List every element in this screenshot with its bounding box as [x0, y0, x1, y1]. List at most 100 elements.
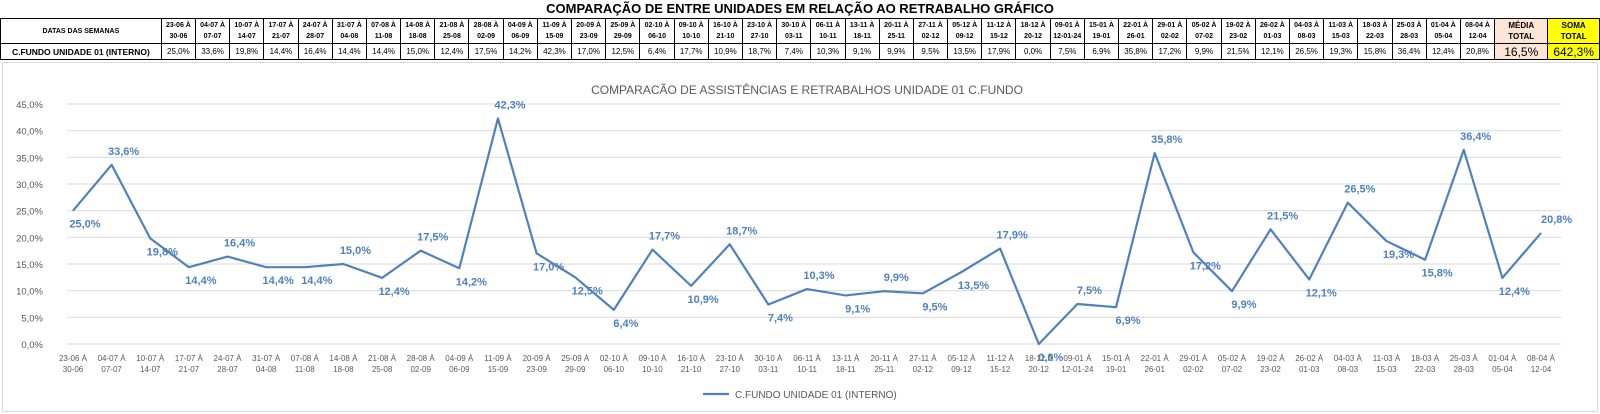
week-header-cell: 28-08 À 02-09 [468, 18, 504, 44]
week-header-cell: 30-10 À 03-11 [776, 18, 812, 44]
x-tick-label: 20-09 À [523, 354, 552, 363]
data-label: 18,7% [726, 225, 757, 237]
week-value-cell: 12,1% [1254, 43, 1290, 60]
data-label: 25,0% [69, 219, 100, 231]
week-header-line: 10-10 [682, 33, 701, 40]
x-tick-label: 11-08 [295, 365, 315, 374]
data-point [497, 117, 499, 119]
soma-total-label-line: SOMA [1561, 21, 1586, 30]
data-label: 9,1% [845, 303, 870, 315]
week-value-cell: 33,6% [194, 43, 231, 60]
week-header-line: 12-01-24 [1053, 33, 1082, 40]
x-tick-label: 23-09 [526, 365, 547, 374]
x-tick-label: 11-03 À [1373, 354, 1401, 363]
week-header-line: 14-07 [237, 33, 256, 40]
week-header-cell: 26-02 À 01-03 [1254, 18, 1290, 44]
week-header-line: 25-03 À [1396, 22, 1422, 29]
x-tick-label: 08-03 [1338, 365, 1359, 374]
week-header-cell: 14-08 À 18-08 [400, 18, 436, 44]
x-tick-label: 23-06 À [59, 354, 88, 363]
week-header-line: 22-01 À [1123, 22, 1149, 29]
x-tick-label: 09-10 À [638, 354, 667, 363]
data-label: 21,5% [1267, 210, 1298, 222]
week-header-cell: 08-04 À 12-04 [1459, 18, 1496, 44]
x-tick-label: 30-10 À [754, 354, 783, 363]
week-header-line: 07-02 [1195, 33, 1213, 40]
data-label: 12,4% [378, 286, 409, 298]
data-point [1076, 303, 1078, 305]
data-point [149, 237, 151, 239]
week-header-cell: 06-11 À 10-11 [810, 18, 846, 44]
week-header-line: 02-12 [921, 33, 940, 40]
week-header-line: 07-07 [203, 33, 222, 40]
data-label: 14,4% [301, 275, 332, 287]
week-header-line: 20-12 [1024, 33, 1043, 40]
week-header-line: 05-12 À [952, 22, 978, 29]
week-header-line: 15-01 À [1089, 22, 1114, 29]
week-header-line: 11-12 À [986, 22, 1012, 29]
data-label: 14,4% [263, 275, 294, 287]
x-tick-label: 01-04 À [1488, 354, 1517, 363]
x-tick-label: 11-12 À [986, 354, 1014, 363]
x-tick-label: 05-04 [1492, 365, 1513, 374]
week-header-line: 10-11 [819, 33, 837, 40]
week-header-cell: 29-01 À 02-02 [1152, 18, 1188, 44]
soma-total-label-line: TOTAL [1560, 32, 1587, 41]
week-header-line: 01-04 À [1430, 22, 1456, 29]
data-label: 42,3% [494, 99, 525, 111]
x-tick-label: 06-09 [449, 365, 470, 374]
data-label: 15,0% [340, 245, 371, 257]
data-label: 14,2% [456, 276, 487, 288]
soma-total-label: SOMA TOTAL [1547, 18, 1600, 44]
week-value-cell: 21,5% [1220, 43, 1256, 60]
week-header-line: 08-03 [1297, 33, 1316, 40]
x-tick-label: 25-11 [874, 365, 894, 374]
week-header-line: 21-08 À [439, 22, 465, 29]
x-tick-label: 15-12 [990, 365, 1011, 374]
week-header-line: 17-07 À [268, 22, 294, 29]
week-value-cell: 17,2% [1152, 43, 1188, 60]
week-header-cell: 10-07 À 14-07 [229, 18, 265, 44]
week-header-line: 23-02 [1229, 33, 1248, 40]
x-tick-label: 12-04 [1531, 365, 1552, 374]
media-total-label-line: TOTAL [1508, 32, 1535, 41]
data-point [845, 294, 847, 296]
chart-area: COMPARACÃO DE ASSISTÊNCIAS E RETRABALHOS… [2, 62, 1598, 412]
week-header-line: 23-09 [579, 33, 598, 40]
data-point [1154, 152, 1156, 154]
data-point [1540, 232, 1542, 234]
week-header-line: 13-11 À [849, 22, 875, 29]
week-header-cell: 23-10 À 27-10 [741, 18, 778, 44]
week-header-line: 11-09 À [542, 22, 567, 29]
data-label: 17,0% [533, 261, 564, 273]
week-header-line: 20-11 À [884, 22, 909, 29]
data-point [72, 210, 74, 212]
x-tick-label: 09-01 À [1063, 354, 1092, 363]
data-label: 17,7% [649, 231, 680, 243]
week-header-line: 21-10 [716, 33, 735, 40]
y-tick-label: 10,0% [16, 287, 43, 298]
week-value-cell: 20,8% [1459, 43, 1496, 60]
table-values-row: C.FUNDO UNIDADE 01 (INTERNO) 25,0% 33,6% 1… [0, 43, 1600, 60]
week-header-line: 10-07 À [234, 22, 260, 29]
week-value-cell: 19,3% [1323, 43, 1359, 60]
data-point [1308, 278, 1310, 280]
week-value-cell: 26,5% [1288, 43, 1325, 60]
legend-label: C.FUNDO UNIDADE 01 (INTERNO) [735, 390, 897, 401]
week-header-line: 03-11 [785, 33, 803, 40]
x-tick-label: 25-08 [372, 365, 393, 374]
week-header-line: 12-04 [1468, 33, 1487, 40]
x-tick-label: 26-01 [1144, 365, 1165, 374]
x-tick-label: 06-11 À [793, 354, 821, 363]
week-header-cell: 31-07 À 04-08 [331, 18, 367, 44]
week-value-cell: 14,4% [365, 43, 402, 60]
week-value-cell: 7,5% [1049, 43, 1085, 60]
x-tick-label: 02-02 [1183, 365, 1204, 374]
data-point [1270, 228, 1272, 230]
week-header-line: 07-08 À [371, 22, 396, 29]
week-header-cell: 02-10 À 06-10 [639, 18, 675, 44]
x-tick-label: 28-08 À [407, 354, 436, 363]
week-header-line: 29-09 [613, 33, 632, 40]
x-tick-label: 20-11 À [871, 354, 899, 363]
week-header-cell: 21-08 À 25-08 [434, 18, 470, 44]
